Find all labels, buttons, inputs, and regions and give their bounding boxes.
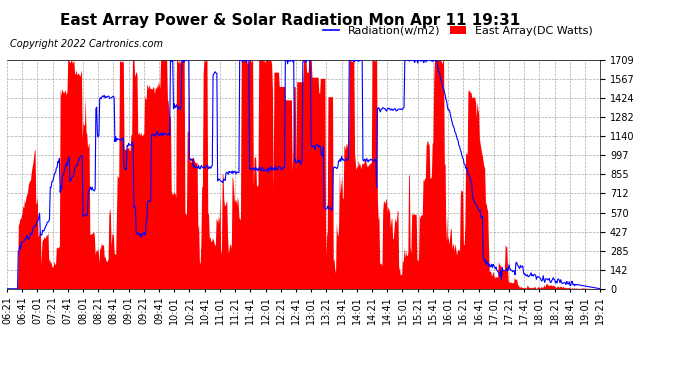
Legend: Radiation(w/m2), East Array(DC Watts): Radiation(w/m2), East Array(DC Watts) — [318, 21, 598, 40]
Text: East Array Power & Solar Radiation Mon Apr 11 19:31: East Array Power & Solar Radiation Mon A… — [59, 13, 520, 28]
Text: Copyright 2022 Cartronics.com: Copyright 2022 Cartronics.com — [10, 39, 164, 50]
